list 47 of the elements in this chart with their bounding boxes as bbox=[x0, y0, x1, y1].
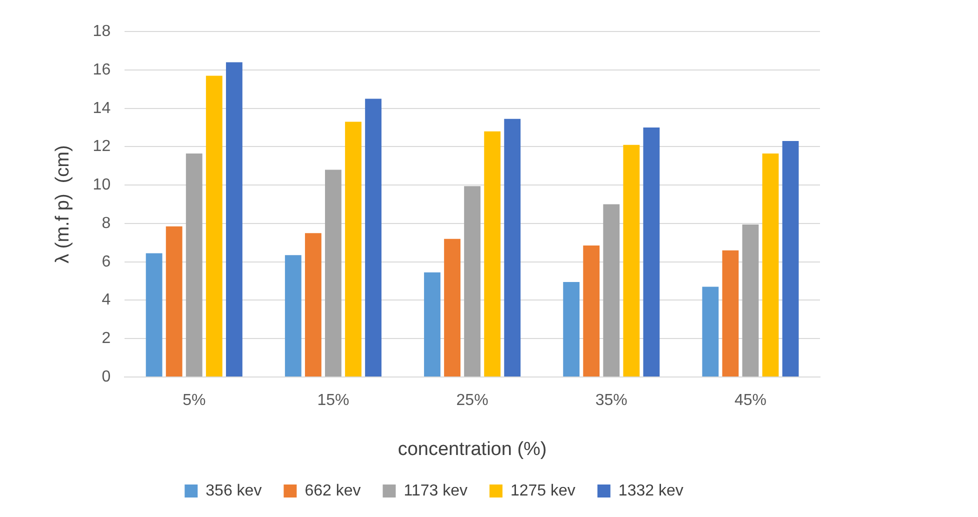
y-tick-label: 4 bbox=[102, 292, 111, 309]
bar bbox=[345, 122, 362, 376]
bar bbox=[722, 250, 739, 376]
bar bbox=[762, 153, 779, 376]
x-tick-label: 25% bbox=[456, 392, 488, 410]
bar bbox=[325, 170, 342, 376]
y-tick-label: 12 bbox=[92, 138, 111, 156]
x-tick-label: 45% bbox=[734, 392, 766, 410]
legend-label: 1275 kev bbox=[510, 482, 576, 500]
bar bbox=[643, 128, 660, 376]
y-tick-label: 6 bbox=[102, 253, 111, 270]
bar bbox=[484, 131, 501, 376]
bar bbox=[206, 76, 222, 376]
x-tick-label: 15% bbox=[317, 392, 350, 410]
bar bbox=[444, 238, 460, 376]
y-axis-title: λ (m.f p) (cm) bbox=[52, 145, 74, 264]
legend-label: 356 kev bbox=[206, 482, 262, 500]
y-tick-label: 0 bbox=[102, 368, 111, 386]
x-tick-label: 5% bbox=[182, 392, 206, 410]
bar bbox=[464, 186, 481, 376]
bar bbox=[603, 204, 620, 376]
bar bbox=[284, 255, 302, 376]
bar bbox=[583, 246, 600, 376]
y-tick-label: 16 bbox=[92, 61, 111, 78]
x-axis-title: concentration (%) bbox=[398, 438, 547, 460]
bar bbox=[226, 62, 242, 376]
bar bbox=[702, 286, 719, 376]
bar bbox=[504, 118, 521, 376]
bar bbox=[365, 98, 382, 376]
y-tick-label: 2 bbox=[102, 330, 111, 348]
y-tick-label: 8 bbox=[102, 214, 111, 232]
bar bbox=[424, 272, 440, 376]
y-tick-label: 10 bbox=[92, 176, 111, 194]
y-tick-label: 18 bbox=[92, 23, 111, 40]
legend-label: 662 kev bbox=[304, 482, 361, 500]
x-tick-label: 35% bbox=[595, 392, 628, 410]
bar bbox=[742, 224, 759, 376]
bar bbox=[146, 253, 162, 376]
bar bbox=[186, 153, 202, 376]
legend-label: 1332 kev bbox=[618, 482, 684, 500]
bar bbox=[623, 144, 640, 376]
bar bbox=[304, 233, 322, 376]
legend-label: 1173 kev bbox=[404, 482, 468, 500]
y-tick-label: 14 bbox=[92, 100, 111, 117]
bar bbox=[166, 226, 182, 376]
bar bbox=[782, 140, 799, 376]
bar bbox=[563, 282, 580, 376]
